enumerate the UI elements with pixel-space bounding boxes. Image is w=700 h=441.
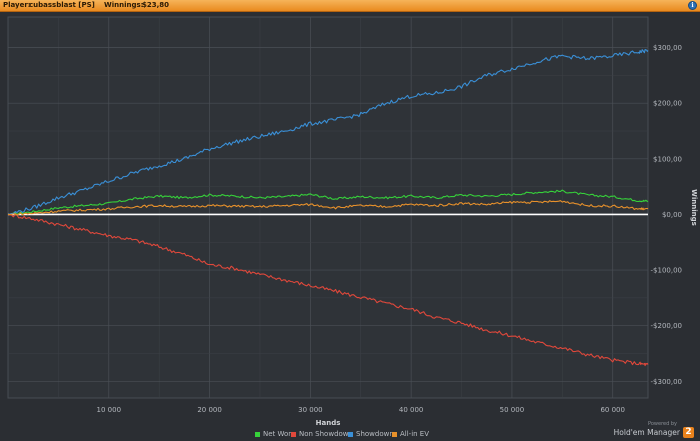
x-tick-label: 40 000 — [399, 406, 424, 414]
y-tick-label: -$100,00 — [651, 267, 682, 275]
y-axis-title: Winnings — [690, 189, 698, 226]
player-label: Player: — [3, 1, 31, 9]
legend-item-showdown[interactable]: Showdown — [348, 430, 394, 438]
y-tick-label: $200,00 — [653, 100, 682, 108]
brand-badge: 2 — [683, 427, 694, 438]
holdem-manager-logo: Powered by Hold'em Manager 2 — [614, 421, 694, 439]
winnings-value: $23,80 — [142, 1, 170, 9]
x-tick-label: 60 000 — [600, 406, 625, 414]
chart-legend: Net Won Non Showdown Showdown All-in EV — [0, 430, 700, 441]
help-icon[interactable]: i — [688, 1, 697, 10]
y-tick-label: $300,00 — [653, 44, 682, 52]
x-tick-label: 50 000 — [500, 406, 525, 414]
y-tick-label: -$300,00 — [651, 378, 682, 386]
brand-name: Hold'em Manager — [613, 428, 680, 437]
player-name: cubassblast [PS] — [29, 1, 95, 9]
powered-by-text: Powered by — [648, 421, 677, 427]
series-line-net-won — [7, 189, 649, 216]
legend-item-all-in-ev[interactable]: All-in EV — [392, 430, 429, 438]
legend-swatch-net-won — [255, 431, 260, 437]
legend-label-non-showdown: Non Showdown — [299, 430, 353, 438]
legend-item-non-showdown[interactable]: Non Showdown — [291, 430, 353, 438]
series-line-non-showdown — [7, 213, 649, 367]
y-tick-label: $0,00 — [662, 211, 682, 219]
winnings-graph: 10 000 20 000 30 000 40 000 50 000 60 000 -$30… — [7, 16, 698, 427]
y-tick-label: $100,00 — [653, 155, 682, 163]
legend-item-net-won[interactable]: Net Won — [255, 430, 293, 438]
series-line-all-in-ev — [7, 200, 649, 216]
x-tick-label: 20 000 — [197, 406, 222, 414]
legend-label-all-in-ev: All-in EV — [400, 430, 430, 438]
x-tick-label: 10 000 — [97, 406, 122, 414]
legend-swatch-non-showdown — [291, 431, 296, 437]
legend-label-showdown: Showdown — [356, 430, 394, 438]
legend-swatch-showdown — [348, 431, 353, 437]
series-line-showdown — [7, 48, 649, 216]
winnings-label: Winnings: — [104, 1, 144, 9]
title-bar: Player: cubassblast [PS] Winnings: $23,8… — [0, 0, 700, 12]
x-tick-label: 30 000 — [298, 406, 323, 414]
x-axis-title: Hands — [316, 419, 341, 427]
legend-label-net-won: Net Won — [263, 430, 293, 438]
legend-swatch-all-in-ev — [392, 431, 397, 437]
y-tick-label: -$200,00 — [651, 322, 682, 330]
